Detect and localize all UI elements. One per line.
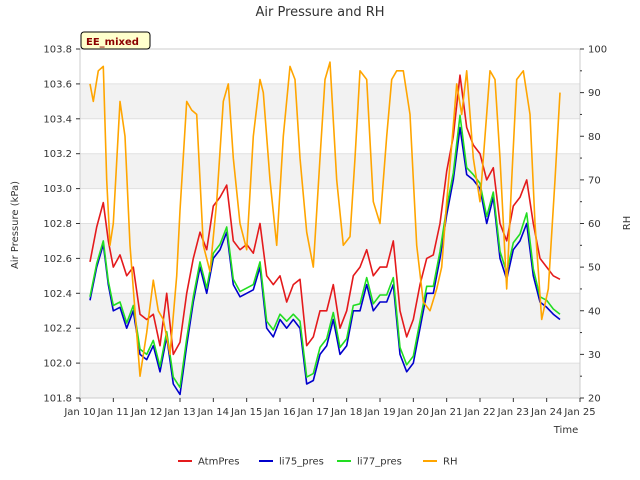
y2-tick-label: 40 (588, 306, 601, 317)
series-line-atmpres (89, 74, 561, 356)
x-tick-label: Jan 22 (463, 407, 495, 418)
y-tick-label: 103.0 (43, 184, 72, 195)
y2-tick-label: 60 (588, 219, 601, 230)
y-tick-label: 102.4 (43, 289, 72, 300)
x-tick-label: Jan 11 (97, 407, 129, 418)
y-tick-label: 103.2 (43, 149, 72, 160)
y2-axis-ticks: 20 30 40 50 60 70 80 90 100 (580, 45, 607, 405)
background-band (80, 83, 580, 119)
y2-tick-label: 90 (588, 88, 601, 99)
legend: AtmPres li75_pres li77_pres RH (178, 457, 457, 468)
y-tick-label: 102.2 (43, 324, 72, 335)
y2-tick-label: 50 (588, 263, 601, 274)
x-tick-label: Jan 14 (197, 407, 229, 418)
y-axis-ticks: 101.8 102.0 102.2 102.4 102.6 102.8 103.0 103.2… (43, 45, 80, 405)
x-tick-label: Jan 23 (497, 407, 529, 418)
series-lines (89, 61, 561, 396)
y-tick-label: 101.8 (43, 394, 72, 405)
y2-tick-label: 100 (588, 45, 607, 56)
x-tick-label: Jan 12 (130, 407, 162, 418)
y-tick-label: 103.6 (43, 79, 72, 90)
legend-label-atmpres: AtmPres (198, 457, 239, 468)
y-axis-title: Air Pressure (kPa) (10, 181, 21, 269)
x-tick-label: Jan 15 (230, 407, 262, 418)
x-tick-label: Jan 10 (63, 407, 95, 418)
background-band (80, 363, 580, 398)
x-tick-label: Jan 19 (363, 407, 395, 418)
x-tick-label: Jan 18 (330, 407, 362, 418)
badge: EE_mixed (80, 31, 151, 50)
x-tick-label: Jan 13 (163, 407, 195, 418)
legend-label-li75_pres: li75_pres (279, 457, 324, 468)
y-tick-label: 102.8 (43, 219, 72, 230)
x-tick-label: Jan 25 (563, 407, 595, 418)
y2-tick-label: 80 (588, 132, 601, 143)
y-tick-label: 102.6 (43, 254, 72, 265)
legend-label-li77_pres: li77_pres (357, 457, 402, 468)
x-tick-label: Jan 24 (530, 407, 562, 418)
plot-background-bands (80, 83, 580, 398)
y2-axis-title: RH (622, 216, 633, 230)
y2-tick-label: 20 (588, 394, 601, 405)
x-axis-title: Time (553, 425, 578, 436)
series-line-rh (89, 61, 561, 378)
x-tick-label: Jan 21 (430, 407, 462, 418)
x-tick-label: Jan 16 (263, 407, 295, 418)
y2-tick-label: 30 (588, 350, 601, 361)
badge-label: EE_mixed (86, 37, 139, 48)
y2-tick-label: 70 (588, 175, 601, 186)
legend-label-rh: RH (443, 457, 457, 468)
background-band (80, 153, 580, 189)
x-tick-label: Jan 17 (297, 407, 329, 418)
y-tick-label: 102.0 (43, 359, 72, 370)
chart-title: Air Pressure and RH (255, 5, 384, 20)
y-tick-label: 103.8 (43, 45, 72, 56)
x-axis-ticks: Jan 10 Jan 11 Jan 12 Jan 13 Jan 14 Jan 15 Jan … (63, 398, 596, 418)
y-tick-label: 103.4 (43, 114, 72, 125)
x-tick-label: Jan 20 (397, 407, 429, 418)
